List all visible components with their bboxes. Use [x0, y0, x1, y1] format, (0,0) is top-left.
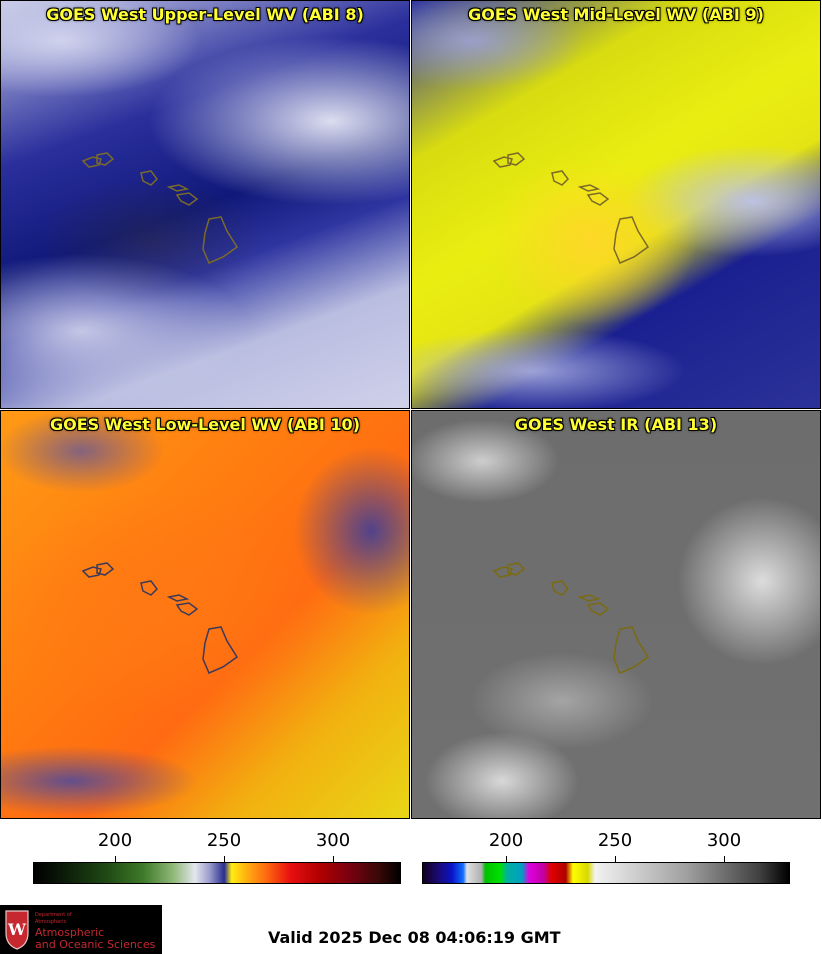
- upper-level-wv-panel: GOES West Upper-Level WV (ABI 8): [0, 0, 410, 409]
- colorbar-tick-mark: [224, 856, 225, 862]
- panel-title: GOES West Low-Level WV (ABI 10): [49, 415, 360, 434]
- colorbar-tick-label: 300: [315, 830, 351, 851]
- panel-title: GOES West Mid-Level WV (ABI 9): [468, 5, 764, 24]
- university-crest-icon: W: [5, 910, 29, 950]
- logo-text-department: Department of: [35, 912, 72, 918]
- colorbar-tick-mark: [506, 856, 507, 862]
- colorbar-tick-mark: [115, 856, 116, 862]
- hawaii-outline-map: [81, 152, 239, 264]
- department-logo: W Department of Atmospheric Atmospheric …: [0, 905, 162, 954]
- valid-timestamp: Valid 2025 Dec 08 04:06:19 GMT: [268, 928, 561, 947]
- hawaii-outline-map: [492, 562, 650, 674]
- logo-text-atmospheric-small: Atmospheric: [35, 919, 67, 925]
- colorbar-tick-label: 300: [706, 830, 742, 851]
- colorbar-tick-label: 250: [206, 830, 242, 851]
- panel-title: GOES West IR (ABI 13): [514, 415, 718, 434]
- hawaii-outline-map: [81, 562, 239, 674]
- colorbar-tick-label: 250: [597, 830, 633, 851]
- ir-panel: GOES West IR (ABI 13): [411, 410, 821, 819]
- wv-colorbar-gradient: [33, 862, 401, 884]
- colorbar-tick-mark: [615, 856, 616, 862]
- colorbar-tick-mark: [333, 856, 334, 862]
- low-level-wv-panel: GOES West Low-Level WV (ABI 10): [0, 410, 410, 819]
- logo-text-oceanic-sciences: and Oceanic Sciences: [35, 938, 156, 951]
- colorbar-tick-mark: [724, 856, 725, 862]
- panel-title: GOES West Upper-Level WV (ABI 8): [46, 5, 364, 24]
- logo-text-atmospheric: Atmospheric: [35, 926, 105, 939]
- ir-colorbar-gradient: [422, 862, 790, 884]
- ir-colorbar: 200 250 300: [422, 826, 790, 886]
- colorbar-tick-label: 200: [97, 830, 133, 851]
- mid-level-wv-panel: GOES West Mid-Level WV (ABI 9): [411, 0, 821, 409]
- crest-letter: W: [7, 920, 27, 939]
- colorbar-tick-label: 200: [488, 830, 524, 851]
- wv-colorbar: 200 250 300: [33, 826, 401, 886]
- hawaii-outline-map: [492, 152, 650, 264]
